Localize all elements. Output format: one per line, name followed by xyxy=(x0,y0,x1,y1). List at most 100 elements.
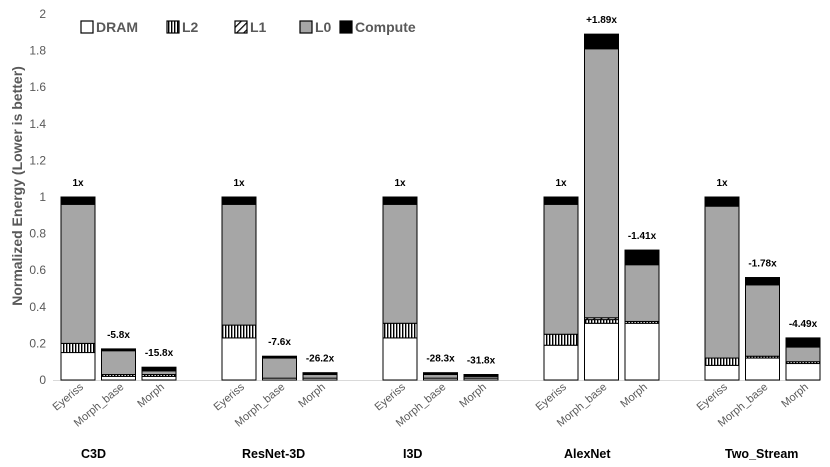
bar-segment-compute xyxy=(60,196,96,205)
bar-segment-compute xyxy=(584,33,619,50)
bar-segment-l2 xyxy=(584,319,619,324)
group-label-two-stream: Two_Stream xyxy=(725,447,798,461)
legend-label-l0: L0 xyxy=(315,19,332,35)
bar-segment-dram xyxy=(221,337,257,381)
x-tick-label: Morph xyxy=(779,381,811,410)
legend-swatch-l1 xyxy=(234,20,248,34)
bar-segment-compute xyxy=(302,372,338,376)
bar-annotation: -1.78x xyxy=(748,259,777,270)
bar-annotation: -28.3x xyxy=(426,354,455,365)
x-tick-label: Morph xyxy=(135,381,167,410)
x-tick-label: Eyeriss xyxy=(51,381,87,414)
bar-annotation: -7.6x xyxy=(268,337,291,348)
y-tick-label: 0.6 xyxy=(29,263,46,277)
y-tick-label: 0 xyxy=(39,373,46,387)
group-label-c3d: C3D xyxy=(81,447,106,461)
bar-annotation: -15.8x xyxy=(145,348,174,359)
bar-segment-dram xyxy=(624,322,660,381)
legend-label-l2: L2 xyxy=(182,19,199,35)
bar-segment-dram xyxy=(60,352,96,381)
y-tick-label: 0.8 xyxy=(29,227,46,241)
bar-segment-compute xyxy=(423,372,458,376)
bar-segment-l0 xyxy=(785,346,821,363)
group-label-i3d: I3D xyxy=(403,447,422,461)
group-label-resnet-3d: ResNet-3D xyxy=(242,447,305,461)
y-tick-label: 0.2 xyxy=(29,336,46,350)
bar-segment-l0 xyxy=(543,203,579,335)
bar-annotation: 1x xyxy=(716,178,728,189)
bar-segment-l0 xyxy=(704,205,740,359)
bar-annotation: -5.8x xyxy=(107,330,130,341)
group-labels: C3D ResNet-3D I3D AlexNet Two_Stream xyxy=(81,447,798,461)
x-tick-label: Morph xyxy=(296,381,328,410)
legend-swatch-l0 xyxy=(299,20,313,34)
y-tick-label: 1.6 xyxy=(29,80,46,94)
bar-segment-l2 xyxy=(704,357,740,366)
x-tick-label: Eyeriss xyxy=(534,381,570,414)
x-tick-label: Morph xyxy=(457,381,489,410)
legend-swatch-dram xyxy=(80,20,94,34)
bar-segment-dram xyxy=(543,344,579,381)
bar-segment-dram xyxy=(584,322,619,381)
group-label-alexnet: AlexNet xyxy=(564,447,611,461)
bar-segment-compute xyxy=(101,348,136,352)
y-axis-label: Normalized Energy (Lower is better) xyxy=(9,66,25,306)
bar-segment-l0 xyxy=(423,374,458,379)
bar-annotations: 1x -5.8x -15.8x 1x -7.6x -26.2x 1x -28.3x -31.8x… xyxy=(72,15,817,366)
bar-segment-dram xyxy=(704,364,740,381)
y-tick-label: 1 xyxy=(39,190,46,204)
x-tick-label: Eyeriss xyxy=(695,381,731,414)
bars xyxy=(60,33,821,381)
bar-annotation: 1x xyxy=(72,178,84,189)
bar-segment-compute xyxy=(624,249,660,266)
x-tick-label: Morph xyxy=(618,381,650,410)
bar-segment-l0 xyxy=(101,350,136,376)
bar-segment-compute xyxy=(745,277,780,286)
bar-segment-dram xyxy=(101,375,136,381)
legend: DRAM L2 L1 L0 Compute xyxy=(80,19,416,35)
bar-segment-compute xyxy=(382,196,418,205)
bar-annotation: 1x xyxy=(394,178,406,189)
legend-label-compute: Compute xyxy=(355,19,416,35)
bar-segment-l2 xyxy=(543,333,579,346)
bar-segment-l2 xyxy=(382,322,418,339)
y-tick-label: 0.4 xyxy=(29,300,46,314)
bar-segment-compute xyxy=(785,337,821,348)
bar-annotation: +1.89x xyxy=(586,15,617,26)
bar-segment-l0 xyxy=(221,203,257,326)
bar-annotation: -26.2x xyxy=(306,354,335,365)
bar-segment-compute xyxy=(543,196,579,205)
bar-annotation: -1.41x xyxy=(628,231,657,242)
bar-segment-l0 xyxy=(60,203,96,344)
x-tick-label: Eyeriss xyxy=(373,381,409,414)
bar-segment-compute xyxy=(262,355,297,359)
y-tick-label: 1.2 xyxy=(29,153,46,167)
bar-segment-dram xyxy=(745,357,780,381)
bar-segment-compute xyxy=(463,374,499,377)
bar-segment-l0 xyxy=(382,203,418,324)
bar-segment-l0 xyxy=(141,370,177,376)
bar-segment-l0 xyxy=(302,374,338,379)
y-tick-label: 2 xyxy=(39,7,46,21)
legend-swatch-l2 xyxy=(166,20,180,34)
bar-segment-dram xyxy=(141,375,177,381)
y-axis-ticks: 0 0.2 0.4 0.6 0.8 1 1.2 1.4 1.6 1.8 2 xyxy=(29,7,46,387)
bar-segment-l2 xyxy=(221,324,257,339)
bar-segment-l0 xyxy=(624,264,660,322)
bar-segment-dram xyxy=(785,363,821,381)
bar-annotation: -4.49x xyxy=(789,319,818,330)
bar-segment-compute xyxy=(221,196,257,205)
bar-segment-compute xyxy=(704,196,740,207)
bar-segment-dram xyxy=(382,337,418,381)
bar-segment-l0 xyxy=(745,284,780,357)
legend-label-dram: DRAM xyxy=(96,19,138,35)
bar-segment-compute xyxy=(141,366,177,372)
legend-swatch-compute xyxy=(339,20,353,34)
bar-segment-l2 xyxy=(60,342,96,354)
y-tick-label: 1.4 xyxy=(29,117,46,131)
bar-annotation: 1x xyxy=(233,178,245,189)
legend-label-l1: L1 xyxy=(250,19,267,35)
x-tick-label: Eyeriss xyxy=(212,381,248,414)
